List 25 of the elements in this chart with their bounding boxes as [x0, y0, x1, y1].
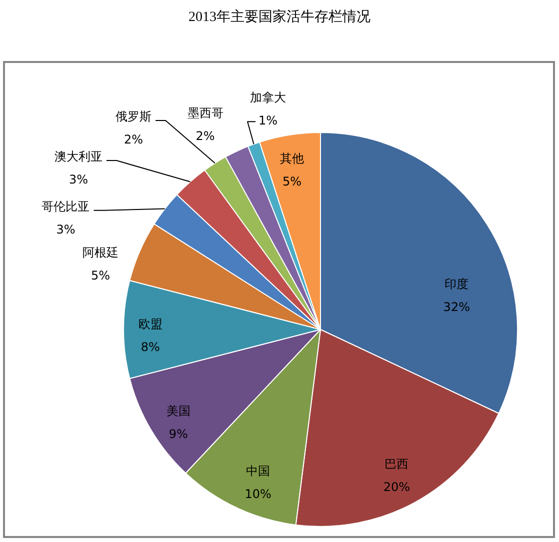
data-label: 3% — [68, 172, 88, 187]
slice-label: 加拿大 — [250, 90, 286, 105]
slice-label: 其他 — [280, 152, 304, 166]
slice-label: 俄罗斯 — [116, 110, 152, 124]
slice-label: 阿根廷 — [82, 245, 118, 260]
data-label: 10% — [244, 486, 272, 501]
data-label: 3% — [56, 222, 76, 237]
slice-label: 欧盟 — [138, 317, 162, 332]
slice-label: 墨西哥 — [187, 106, 224, 120]
slice-label: 哥伦比亚 — [42, 200, 90, 214]
data-label: 1% — [258, 114, 278, 128]
slice-label: 中国 — [246, 464, 270, 478]
data-label: 8% — [140, 340, 160, 354]
data-label: 2% — [196, 128, 215, 143]
data-label: 32% — [443, 300, 470, 314]
slice-label: 美国 — [166, 404, 190, 418]
chart-title: 2013年主要国家活牛存栏情况 — [188, 8, 372, 27]
slice-label: 印度 — [444, 277, 469, 292]
slice-label: 澳大利亚 — [54, 150, 103, 164]
data-label: 5% — [282, 174, 302, 189]
data-label: 5% — [90, 268, 110, 282]
slice-label: 巴西 — [384, 456, 409, 471]
data-label: 9% — [168, 427, 188, 442]
data-label: 20% — [383, 480, 410, 494]
data-label: 2% — [124, 132, 144, 147]
